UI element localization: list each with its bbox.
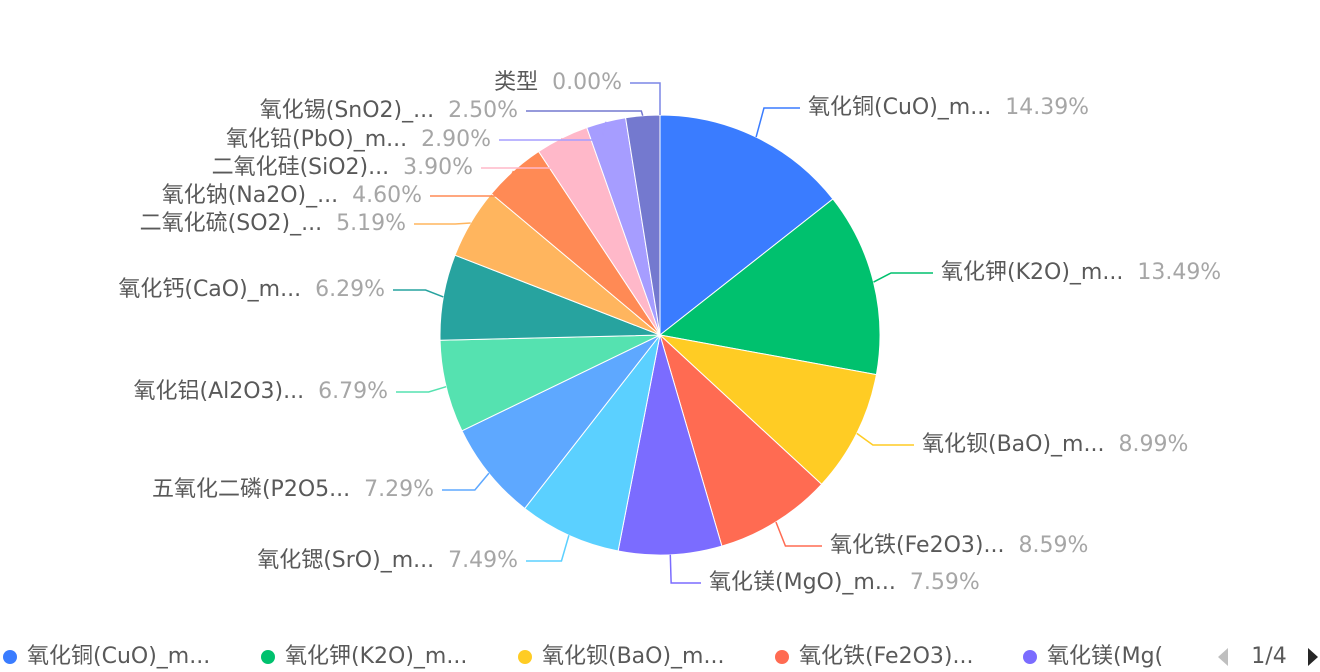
legend-item[interactable]: 氧化铜(CuO)_m... [3,644,210,669]
slice-label-name: 氧化钠(Na2O)_... [162,183,338,208]
legend: 氧化铜(CuO)_m... 氧化钾(K2O)_m... 氧化钡(BaO)_m... 氧… [3,644,1318,669]
slice-label-percent: 7.29% [364,477,434,502]
leader-line [775,521,822,547]
slice-label: 氧化锡(SnO2)_... 2.50% [260,98,518,123]
legend-marker [775,650,789,664]
slice-label: 氧化铜(CuO)_m... 14.39% [808,95,1089,120]
slice-label-percent: 8.59% [1018,533,1088,558]
slice-label: 氧化钡(BaO)_m... 8.99% [922,432,1188,457]
slice-label-name: 氧化铝(Al2O3)... [133,379,304,404]
slice-label: 类型 0.00% [494,70,622,95]
slice-label-name: 五氧化二磷(P2O5... [152,477,350,502]
legend-item[interactable]: 氧化镁(Mg( [1023,644,1163,669]
slice-label: 氧化锶(SrO)_m... 7.49% [257,548,518,573]
leader-line [856,432,914,446]
slice-label-name: 氧化镁(MgO)_m... [709,570,896,595]
leader-line [526,110,644,116]
leader-line [414,222,471,225]
pie-slice[interactable] [659,114,834,337]
slice-label-name: 氧化钙(CaO)_m... [118,277,301,302]
slice-label: 氧化钙(CaO)_m... 6.29% [118,277,385,302]
slice-label-percent: 13.49% [1137,260,1221,285]
slice-label: 氧化钾(K2O)_m... 13.49% [941,260,1221,285]
slice-label-percent: 8.99% [1118,432,1188,457]
slice-label-name: 二氧化硫(SO2)_... [140,211,322,236]
slice-label: 二氧化硅(SiO2)... 3.90% [212,155,473,180]
slice-label-percent: 7.49% [448,548,518,573]
legend-next-icon[interactable] [1308,648,1318,666]
slice-label-name: 氧化钡(BaO)_m... [922,432,1104,457]
slice-label-percent: 2.90% [421,127,491,152]
slice-label-name: 氧化锡(SnO2)_... [260,98,434,123]
legend-label: 氧化钡(BaO)_m... [542,644,724,669]
legend-label: 氧化镁(Mg( [1047,644,1163,669]
slice-label-percent: 5.19% [336,211,406,236]
pie-slice[interactable] [658,334,877,485]
slice-label-percent: 2.50% [448,98,518,123]
leader-line [526,535,570,562]
slice-label-name: 氧化锶(SrO)_m... [257,548,434,573]
slice-label: 氧化铁(Fe2O3)... 8.59% [830,533,1088,558]
slice-label: 氧化铅(PbO)_m... 2.90% [226,127,491,152]
legend-label: 氧化钾(K2O)_m... [285,644,467,669]
slice-label: 氧化镁(MgO)_m... 7.59% [709,570,980,595]
leader-lines [393,82,933,584]
leader-line [393,289,444,298]
pie-slice[interactable] [461,334,661,510]
slice-label: 二氧化硫(SO2)_... 5.19% [140,211,406,236]
slice-labels: 氧化铜(CuO)_m... 14.39%氧化钾(K2O)_m... 13.49%氧化… [118,70,1221,595]
leader-line [630,82,661,115]
leader-line [481,137,563,169]
legend-marker [518,650,532,664]
pie-slice[interactable] [617,334,723,556]
slice-label-percent: 3.90% [403,155,473,180]
slice-label-percent: 6.29% [315,277,385,302]
legend-item[interactable]: 氧化铁(Fe2O3)... [775,644,973,669]
slice-label-name: 氧化铜(CuO)_m... [808,95,991,120]
leader-line [755,107,800,138]
slice-label: 氧化铝(Al2O3)... 6.79% [133,379,388,404]
legend-item[interactable]: 氧化钡(BaO)_m... [518,644,724,669]
leader-line [442,472,490,491]
slice-label-percent: 7.59% [910,570,980,595]
slice-label-percent: 4.60% [352,183,422,208]
slice-label-name: 氧化钾(K2O)_m... [941,260,1123,285]
leader-line [669,554,701,584]
leader-line [396,385,447,393]
leader-line [499,121,607,141]
slice-label-percent: 0.00% [552,70,622,95]
slice-label-name: 二氧化硅(SiO2)... [212,155,390,180]
slice-label: 氧化钠(Na2O)_... 4.60% [162,183,422,208]
legend-prev-icon[interactable] [1218,648,1228,666]
legend-page-indicator: 1/4 [1251,644,1286,669]
legend-label: 氧化铜(CuO)_m... [27,644,210,669]
legend-item[interactable]: 氧化钾(K2O)_m... [261,644,467,669]
legend-label: 氧化铁(Fe2O3)... [799,644,973,669]
slice-label-percent: 14.39% [1005,95,1089,120]
legend-marker [1023,650,1037,664]
slice-label-name: 氧化铅(PbO)_m... [226,127,407,152]
slice-label-name: 氧化铁(Fe2O3)... [830,533,1004,558]
leader-line [430,170,515,197]
legend-marker [3,650,17,664]
pie-slices [439,114,881,556]
legend-marker [261,650,275,664]
slice-label: 五氧化二磷(P2O5... 7.29% [152,477,434,502]
slice-label-name: 类型 [494,70,538,95]
leader-line [873,272,933,283]
pie-slice[interactable] [524,334,661,552]
slice-label-percent: 6.79% [318,379,388,404]
